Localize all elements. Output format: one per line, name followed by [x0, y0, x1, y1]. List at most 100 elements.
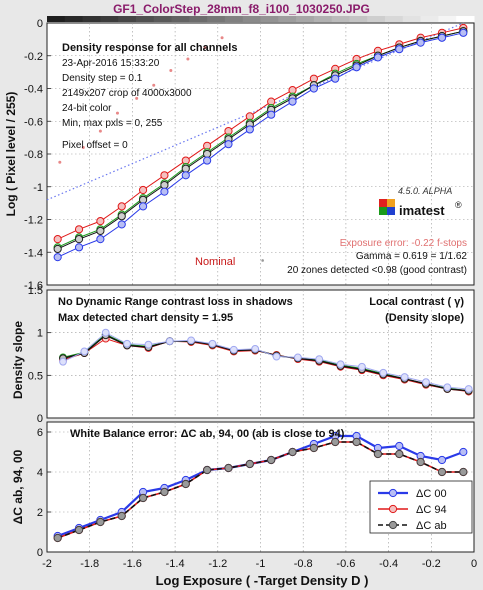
- data-point: [373, 53, 383, 62]
- data-point: [187, 336, 196, 345]
- bottom-y-axis-label: ΔC ab, 94, 00: [11, 449, 25, 524]
- registered-mark: ®: [455, 200, 462, 210]
- nominal-point: [152, 83, 156, 87]
- data-point: [74, 243, 84, 252]
- strip-cell: [313, 16, 333, 22]
- legend: ΔC 00 ΔC 94 ΔC ab: [369, 480, 473, 534]
- white-balance-panel: 0 2 4 6 -2 -1.8 -1.6 -1.4 -1.2 -1 -0.8 -0.6 -0.4 -0.…: [11, 421, 477, 588]
- data-point: [245, 125, 254, 134]
- data-point: [352, 437, 361, 447]
- imatest-logo-text: imatest: [399, 203, 445, 218]
- y-tick-label: 4: [37, 467, 43, 479]
- data-point: [422, 378, 430, 387]
- data-point: [331, 437, 340, 447]
- y-tick-label: 1: [37, 328, 43, 340]
- legend-marker: [388, 520, 398, 530]
- strip-cell: [349, 16, 368, 22]
- white-balance-title: White Balance error: ΔC ab, 94, 00 (ab i…: [70, 428, 345, 440]
- data-point: [437, 33, 447, 42]
- data-point: [160, 487, 169, 497]
- data-point: [96, 217, 105, 226]
- data-point: [117, 220, 126, 229]
- strip-cell: [402, 16, 422, 22]
- nominal-point: [115, 111, 119, 115]
- nominal-point: [186, 57, 190, 61]
- top-panel-title: Density response for all channels: [62, 42, 237, 54]
- y-tick-label: -1: [33, 182, 43, 194]
- legend-label: ΔC ab: [416, 520, 447, 532]
- x-tick-label: -1: [256, 558, 266, 570]
- density-response-panel: 0 -0.2 -0.4 -0.6 -0.8 -1 -1.2 -1.4 -1.6 Log ( Pi…: [4, 18, 475, 292]
- strip-cell: [420, 16, 439, 22]
- legend-marker: [388, 488, 398, 498]
- imatest-logo-icon: imatest ®: [379, 199, 462, 218]
- data-point: [160, 171, 169, 180]
- y-tick-label: 1.5: [28, 285, 43, 297]
- strip-cell: [171, 16, 190, 22]
- nominal-marker: [261, 259, 264, 262]
- zones-text: 20 zones detected <0.98 (good contrast): [287, 265, 467, 276]
- x-tick-label: 0: [471, 558, 477, 570]
- data-point: [331, 74, 340, 83]
- strip-cell: [224, 16, 244, 22]
- data-point: [53, 244, 62, 254]
- max-density-text: Max detected chart density = 1.95: [58, 312, 233, 324]
- strip-cell: [189, 16, 208, 22]
- data-point: [373, 449, 383, 459]
- strip-cell: [207, 16, 226, 22]
- data-point: [101, 328, 110, 337]
- strip-cell: [242, 16, 261, 22]
- data-point: [203, 465, 212, 475]
- x-tick-label: -1.2: [208, 558, 227, 570]
- data-point: [224, 463, 233, 473]
- data-point: [267, 455, 276, 465]
- data-point: [181, 479, 190, 489]
- x-tick-label: -0.6: [336, 558, 355, 570]
- info-crop: 2149x207 crop of 4000x3000: [62, 88, 192, 99]
- strip-cell: [64, 16, 84, 22]
- data-point: [395, 449, 404, 459]
- data-point: [459, 467, 468, 477]
- data-point: [336, 360, 345, 369]
- data-point: [165, 337, 174, 346]
- strip-cell: [331, 16, 350, 22]
- data-point: [400, 373, 409, 381]
- data-point: [74, 525, 84, 535]
- legend-label: ΔC 94: [416, 504, 447, 516]
- data-point: [138, 185, 148, 195]
- y-tick-label: -1.4: [24, 247, 43, 259]
- data-point: [272, 352, 281, 361]
- window-title: GF1_ColorStep_28mm_f8_i100_1030250.JPG: [113, 2, 370, 16]
- data-point: [138, 202, 148, 211]
- strip-cell: [100, 16, 119, 22]
- data-point: [352, 63, 361, 72]
- data-point: [395, 45, 404, 54]
- series-3: [59, 328, 473, 393]
- top-y-ticks: 0 -0.2 -0.4 -0.6 -0.8 -1 -1.2 -1.4 -1.6: [24, 18, 51, 292]
- data-point: [117, 202, 126, 211]
- top-grid: [47, 23, 474, 285]
- data-point: [293, 353, 302, 362]
- nominal-line: [46, 22, 464, 201]
- y-tick-label: -0.8: [24, 149, 43, 161]
- nominal-point: [169, 68, 173, 72]
- x-tick-label: -1.4: [166, 558, 185, 570]
- strip-cell: [456, 16, 475, 22]
- strip-cell: [135, 16, 155, 22]
- y-tick-label: 6: [37, 427, 43, 439]
- strip-cell: [278, 16, 297, 22]
- nominal-point: [203, 46, 207, 50]
- x-axis-label: Log Exposure ( -Target Density D ): [156, 573, 369, 588]
- y-tick-label: 0.5: [28, 370, 43, 382]
- data-point: [459, 28, 468, 37]
- data-point: [416, 457, 425, 467]
- data-point: [59, 357, 67, 366]
- mid-y-axis-label: Density slope: [11, 321, 25, 399]
- nominal-point: [81, 145, 85, 149]
- x-tick-label: -0.2: [422, 558, 441, 570]
- bottom-series: [53, 431, 468, 543]
- local-contrast-text: Local contrast ( γ): [369, 296, 464, 308]
- data-point: [117, 511, 126, 521]
- data-point: [203, 156, 212, 165]
